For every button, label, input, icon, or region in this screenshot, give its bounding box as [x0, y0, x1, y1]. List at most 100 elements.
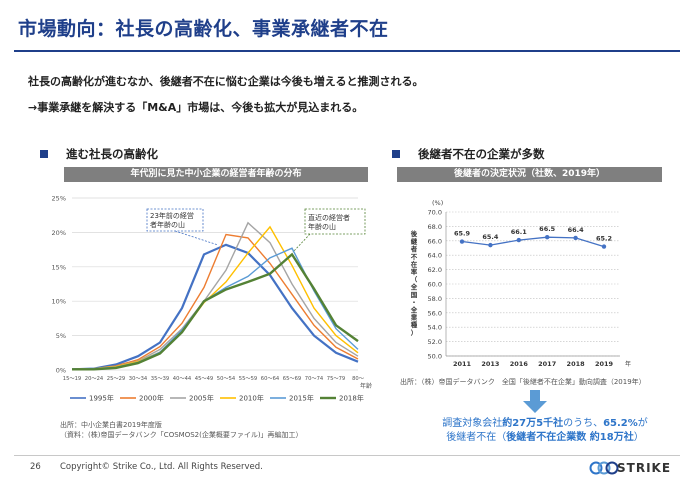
x-unit-label: 年: [625, 360, 631, 368]
y-axis-title-char: ）: [411, 329, 418, 337]
x-tick-label: 35～39: [151, 376, 169, 382]
y-axis-title-char: （: [411, 276, 418, 284]
page-number: 26: [30, 462, 41, 472]
x-tick-label: 15～19: [63, 376, 81, 382]
y-tick-label: 64.0: [428, 252, 442, 260]
legend-label: 2010年: [239, 394, 264, 403]
left-source-line-1: 出所：中小企業白書2019年度版: [60, 421, 162, 429]
data-point: [459, 239, 465, 244]
logo-text: STRIKE: [617, 461, 672, 475]
data-point: [488, 242, 493, 248]
section-bullet-icon: [392, 149, 400, 158]
legend-label: 2005年: [189, 394, 214, 403]
right-source: 出所：（株）帝国データバンク 全国「後継者不在企業」動向調査（2019年）: [400, 378, 646, 386]
legend-label: 1995年: [89, 394, 114, 403]
x-tick-label: 70～74: [305, 376, 324, 382]
legend-label: 2015年: [289, 394, 314, 403]
annotation-box-2018: [304, 208, 366, 235]
y-axis-title-char: 種: [411, 320, 418, 329]
x-tick-label: 65～69: [283, 376, 301, 382]
section-bullet-icon: [40, 149, 48, 158]
x-tick-label: 45～49: [195, 376, 213, 382]
chart-banner-right: 後継者の決定状況（社数、2019年）: [397, 167, 662, 182]
x-tick-label: 2018: [567, 360, 586, 368]
x-tick-label: 2011: [453, 360, 472, 368]
y-tick-label: 25%: [52, 195, 66, 203]
series-line: [72, 252, 359, 371]
annotation-1995-text: 者年齢の山: [150, 220, 185, 229]
x-unit-label: 年齢: [360, 382, 372, 390]
data-label: 66.1: [511, 228, 528, 236]
x-tick-label: 40～44: [173, 376, 192, 382]
strike-logo-icon: [589, 461, 619, 475]
y-tick-label: 54.0: [428, 324, 442, 332]
x-tick-label: 55～59: [239, 376, 257, 382]
y-tick-label: 5%: [56, 332, 66, 340]
y-axis-title-char: 者: [410, 244, 418, 253]
series-line: [71, 233, 359, 370]
x-tick-label: 2013: [481, 360, 499, 368]
series-line: [461, 236, 605, 248]
x-tick-label: 60～64: [261, 376, 280, 382]
y-axis-title-char: ・: [411, 298, 418, 306]
section-title-left-text: 進む社長の高齢化: [66, 147, 158, 161]
section-title-right: 後継者不在の企業が多数: [392, 146, 545, 162]
annotation-leader-2018: [292, 233, 311, 253]
y-tick-label: 62.0: [428, 266, 442, 274]
y-tick-label: 66.0: [428, 237, 442, 245]
footer-divider: [14, 455, 680, 456]
y-tick-label: 58.0: [428, 295, 442, 303]
legend-label: 2000年: [139, 394, 164, 403]
arrow-down-icon: [523, 390, 547, 413]
x-tick-label: 2016: [510, 360, 529, 368]
y-axis-title-char: 全: [410, 305, 418, 314]
y-axis-title-char: 業: [410, 313, 418, 322]
x-tick-label: 75～79: [327, 376, 345, 382]
legend-label: 2018年: [339, 394, 364, 403]
x-tick-label: 2017: [538, 360, 556, 368]
y-axis-title-char: 継: [411, 237, 418, 246]
lead-line-2: →事業承継を解決する「M&A」市場は、今後も拡大が見込まれる。: [28, 101, 364, 114]
data-point: [573, 235, 578, 241]
x-tick-label: 30～34: [129, 376, 148, 382]
y-axis-title-char: 全: [410, 282, 418, 291]
x-tick-label: 50～54: [217, 376, 236, 382]
data-label: 66.4: [568, 226, 585, 234]
x-tick-label: 2019: [595, 360, 614, 368]
y-tick-label: 15%: [52, 263, 66, 271]
x-tick-label: 20～24: [85, 376, 104, 382]
left-source-line-2: （資料：(株)帝国データバンク「COSMOS2(企業概要ファイル)」再編加工）: [60, 431, 303, 439]
data-label: 66.5: [539, 225, 556, 233]
y-tick-label: 68.0: [428, 223, 442, 231]
y-tick-label: 56.0: [428, 309, 442, 317]
y-axis-title-char: 在: [411, 259, 418, 268]
chart-banner-left: 年代別に見た中小企業の経営者年齢の分布: [64, 167, 368, 182]
annotation-1995-text: 23年前の経営: [150, 211, 194, 220]
data-point: [545, 235, 550, 240]
section-title-right-text: 後継者不在の企業が多数: [418, 147, 545, 161]
x-tick-label: 25～29: [107, 376, 125, 382]
page-title: 市場動向：社長の高齢化、事業承継者不在: [18, 18, 389, 40]
data-label: 65.4: [482, 233, 499, 241]
data-point: [516, 237, 521, 243]
annotation-2018-text: 年齢の山: [308, 222, 336, 231]
title-bar: 市場動向：社長の高齢化、事業承継者不在: [0, 0, 694, 56]
y-tick-label: 52.0: [428, 338, 442, 346]
x-tick-label: 80～: [352, 376, 364, 382]
y-tick-label: 50.0: [428, 353, 442, 361]
copyright-text: Copyright© Strike Co., Ltd. All Rights R…: [60, 462, 263, 472]
y-tick-label: 20%: [52, 229, 66, 237]
y-tick-label: 0%: [56, 367, 66, 375]
y-unit-label: (%): [432, 199, 443, 207]
section-title-left: 進む社長の高齢化: [40, 146, 158, 162]
callout-line-2: 後継者不在（後継者不在企業数 約18万社）: [446, 432, 644, 443]
result-callout: 調査対象会社約27万5千社のうち、65.2%が 後継者不在（後継者不在企業数 約…: [420, 417, 670, 445]
y-tick-label: 70.0: [428, 209, 442, 217]
y-tick-label: 10%: [52, 298, 66, 306]
data-point: [601, 244, 607, 249]
y-axis-title-char: 不: [411, 253, 418, 261]
series-line: [71, 243, 359, 371]
title-underline: [14, 50, 680, 52]
data-label: 65.9: [454, 230, 471, 238]
